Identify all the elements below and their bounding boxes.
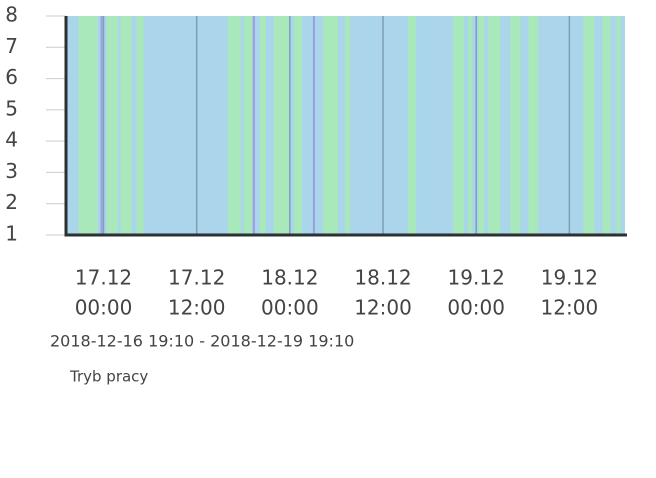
state-segment (478, 16, 485, 235)
x-tick-label: 19.12 (541, 266, 598, 290)
state-segment (468, 16, 473, 235)
x-tick-label: 12:00 (168, 296, 226, 320)
x-tick-label: 12:00 (541, 296, 599, 320)
state-segment (78, 16, 98, 235)
y-tick-label: 3 (5, 159, 18, 183)
state-segment (120, 16, 132, 235)
y-tick-label: 1 (5, 222, 18, 246)
x-tick-label: 17.12 (168, 266, 225, 290)
state-segment (312, 16, 315, 235)
state-segment (510, 16, 521, 235)
state-segment (273, 16, 289, 235)
legend-label[interactable]: Tryb pracy (69, 368, 148, 386)
x-tick-label: 12:00 (354, 296, 412, 320)
y-tick-label: 5 (5, 96, 18, 120)
state-segment (453, 16, 465, 235)
state-segment (344, 16, 351, 235)
x-tick-label: 00:00 (447, 296, 505, 320)
state-segment (136, 16, 144, 235)
y-tick-label: 4 (5, 128, 18, 152)
state-segment (602, 16, 611, 235)
x-tick-label: 18.12 (261, 266, 318, 290)
state-segment (259, 16, 266, 235)
state-segment (252, 16, 255, 235)
x-tick-label: 00:00 (75, 296, 133, 320)
y-tick-label: 7 (5, 34, 18, 58)
x-tick-label: 18.12 (354, 266, 411, 290)
state-segment (528, 16, 539, 235)
state-segment (106, 16, 118, 235)
x-tick-label: 19.12 (448, 266, 505, 290)
state-segment (293, 16, 302, 235)
state-segment (100, 16, 103, 235)
state-segment (227, 16, 241, 235)
x-tick-label: 17.12 (75, 266, 132, 290)
x-tick-label: 00:00 (261, 296, 319, 320)
state-segment (322, 16, 338, 235)
y-tick-label: 2 (5, 190, 18, 214)
subtitle: 2018-12-16 19:10 - 2018-12-19 19:10 (50, 332, 354, 351)
state-segment (583, 16, 595, 235)
state-segment (488, 16, 501, 235)
state-segment (616, 16, 621, 235)
y-tick-label: 8 (5, 3, 18, 27)
y-tick-label: 6 (5, 65, 18, 89)
state-segment (408, 16, 417, 235)
state-segment (243, 16, 252, 235)
